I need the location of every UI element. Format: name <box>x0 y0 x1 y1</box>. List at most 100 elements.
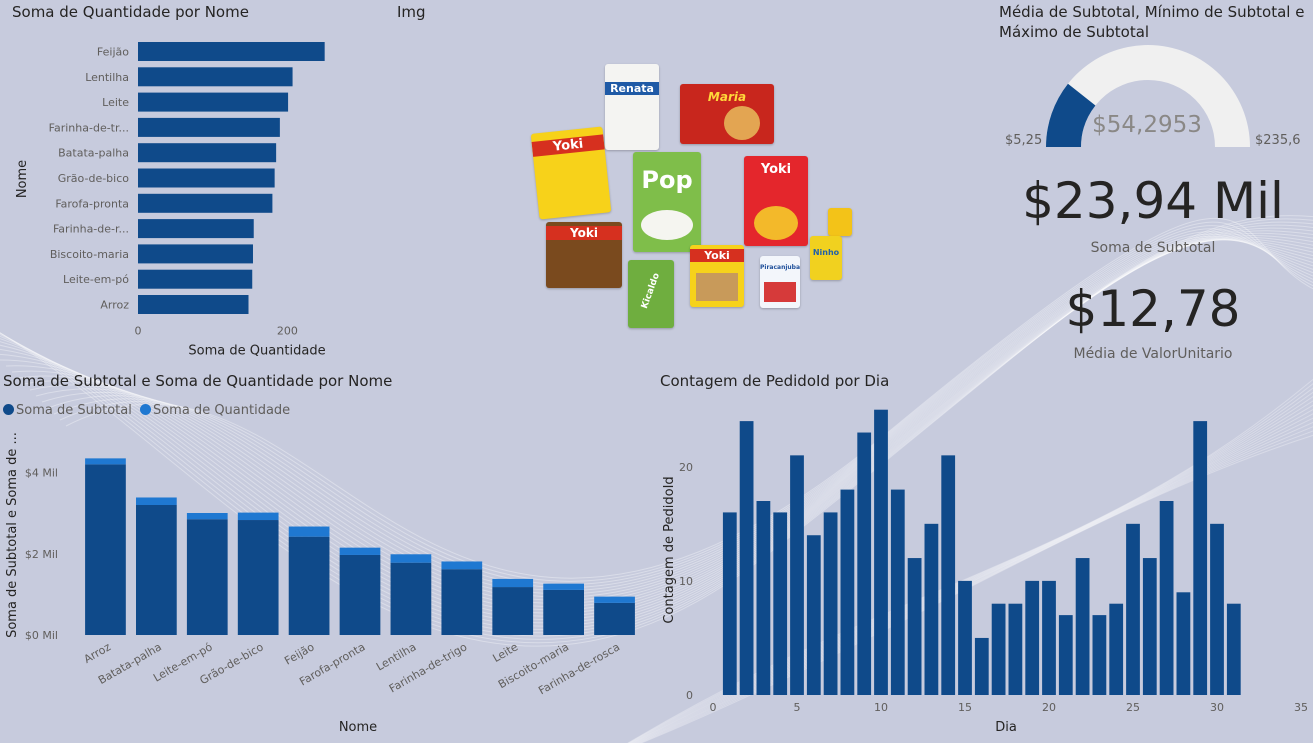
product-kicaldo: Kicaldo <box>628 260 674 328</box>
bar <box>991 603 1006 695</box>
bar <box>756 501 771 695</box>
x-tick-label: Arroz <box>82 640 113 666</box>
bar <box>138 219 254 239</box>
bar-quantity <box>237 512 279 521</box>
bar <box>974 637 989 695</box>
x-tick-label: 25 <box>1126 701 1140 714</box>
bar-subtotal <box>390 562 432 635</box>
bar-subtotal <box>85 464 126 635</box>
bar-subtotal <box>339 554 381 635</box>
bar <box>823 512 838 695</box>
bar <box>138 117 280 137</box>
y-tick-label: 10 <box>679 575 693 588</box>
bar <box>1109 603 1124 695</box>
bar <box>907 558 922 695</box>
background-wave <box>638 430 1313 743</box>
y-tick-label: $2 Mil <box>25 548 58 561</box>
x-tick-label: Feijão <box>282 640 317 667</box>
background-wave <box>41 231 1313 592</box>
bar <box>958 580 972 695</box>
bar <box>722 512 737 695</box>
product-yoki-small <box>828 208 852 236</box>
background-wave <box>0 230 1313 630</box>
bar-quantity <box>136 497 177 505</box>
gauge-value-label: $54,2953 <box>1092 112 1202 138</box>
bar-quantity <box>441 561 483 570</box>
kpi-avg-unit-value: $12,78 <box>1065 280 1241 338</box>
bar-subtotal <box>594 602 635 635</box>
product-collage: Renata Maria Yoki Pop Yoki Yoki Yoki Kic… <box>530 60 860 335</box>
bar <box>138 193 273 213</box>
background-wave <box>635 417 1313 743</box>
background-wave <box>633 408 1313 743</box>
y-tick-label: Leite-em-pó <box>63 273 129 286</box>
chart1-title: Soma de Quantidade por Nome <box>12 3 249 21</box>
x-tick-label: 35 <box>1294 701 1308 714</box>
bar <box>840 489 855 695</box>
y-axis-title: Nome <box>15 160 30 198</box>
y-tick-label: Farinha-de-r... <box>53 223 129 236</box>
y-tick-label: 20 <box>679 461 693 474</box>
gauge-fill <box>1046 83 1096 147</box>
product-yoki-batata: Yoki <box>744 156 808 246</box>
product-renata: Renata <box>605 64 659 150</box>
y-tick-label: Grão-de-bico <box>58 172 129 185</box>
x-tick-label: 0 <box>135 324 142 337</box>
background-wave <box>0 215 1313 647</box>
x-tick-label: 200 <box>277 324 298 337</box>
bar-subtotal <box>492 587 534 635</box>
background-wave <box>0 218 1313 644</box>
bar <box>1226 603 1241 695</box>
product-yoki-farofa: Yoki <box>546 222 622 288</box>
legend-dot-quantity <box>139 404 151 415</box>
kpi-avg-unit-label: Média de ValorUnitario <box>1073 346 1233 362</box>
y-tick-label: $0 Mil <box>25 629 58 642</box>
bar-subtotal <box>288 536 330 635</box>
bar-quantity <box>85 458 126 465</box>
bar-quantity <box>390 554 432 563</box>
y-tick-label: Biscoito-maria <box>50 248 129 261</box>
y-tick-label: 0 <box>686 689 693 702</box>
background-wave <box>0 224 1313 637</box>
x-tick-label: 15 <box>958 701 972 714</box>
x-tick-label: 0 <box>710 701 717 714</box>
background-wave <box>59 221 1313 582</box>
bar-subtotal <box>186 519 228 635</box>
background-wave <box>632 404 1313 743</box>
chart-orders-by-day: 0 10 20 0 5 10 15 20 25 30 35 Dia Contagem de Pedido… <box>662 409 1308 735</box>
y-axis-title: Contagem de PedidoId <box>662 476 677 623</box>
chart-subtotal-quantity-by-name: $0 Mil$2 Mil$4 MilArrozBatata-palhaLeite… <box>5 432 635 735</box>
chart-quantity-by-name: Feijão Lentilha Leite Farinha-de-tr... Batat… <box>15 42 326 358</box>
background-wave <box>0 238 1313 617</box>
background-wave <box>65 217 1313 579</box>
x-tick-label: 20 <box>1042 701 1056 714</box>
kpi-subtotal-label: Soma de Subtotal <box>1090 240 1216 256</box>
bar <box>1176 592 1191 695</box>
bar <box>138 92 289 112</box>
product-pop: Pop <box>633 152 701 252</box>
x-tick-label: Leite <box>490 640 520 665</box>
legend-quantity[interactable]: Soma de Quantidade <box>152 403 291 418</box>
gauge-chart <box>1046 45 1250 147</box>
legend-subtotal[interactable]: Soma de Subtotal <box>16 403 132 418</box>
bar <box>773 512 788 695</box>
chart2-legend: Soma de Subtotal Soma de Quantidade <box>3 403 290 418</box>
x-tick-label: 30 <box>1210 701 1224 714</box>
bar-quantity <box>339 547 381 555</box>
y-axis-title: Soma de Subtotal e Soma de ... <box>5 432 20 638</box>
gauge-min-label: $5,25 <box>1005 133 1043 148</box>
bar-quantity <box>492 578 534 588</box>
bar <box>1210 523 1224 695</box>
bar <box>924 523 939 695</box>
bar <box>1042 580 1056 695</box>
bar <box>1008 603 1023 695</box>
background-wave <box>53 225 1313 585</box>
background-wave <box>634 413 1313 743</box>
y-tick-label: Farinha-de-tr... <box>49 121 129 134</box>
background-wave <box>0 227 1313 634</box>
legend-dot-subtotal <box>3 404 14 415</box>
background-wave <box>637 426 1313 743</box>
bar <box>1058 615 1073 695</box>
bar <box>1075 558 1090 695</box>
bar <box>739 421 754 695</box>
